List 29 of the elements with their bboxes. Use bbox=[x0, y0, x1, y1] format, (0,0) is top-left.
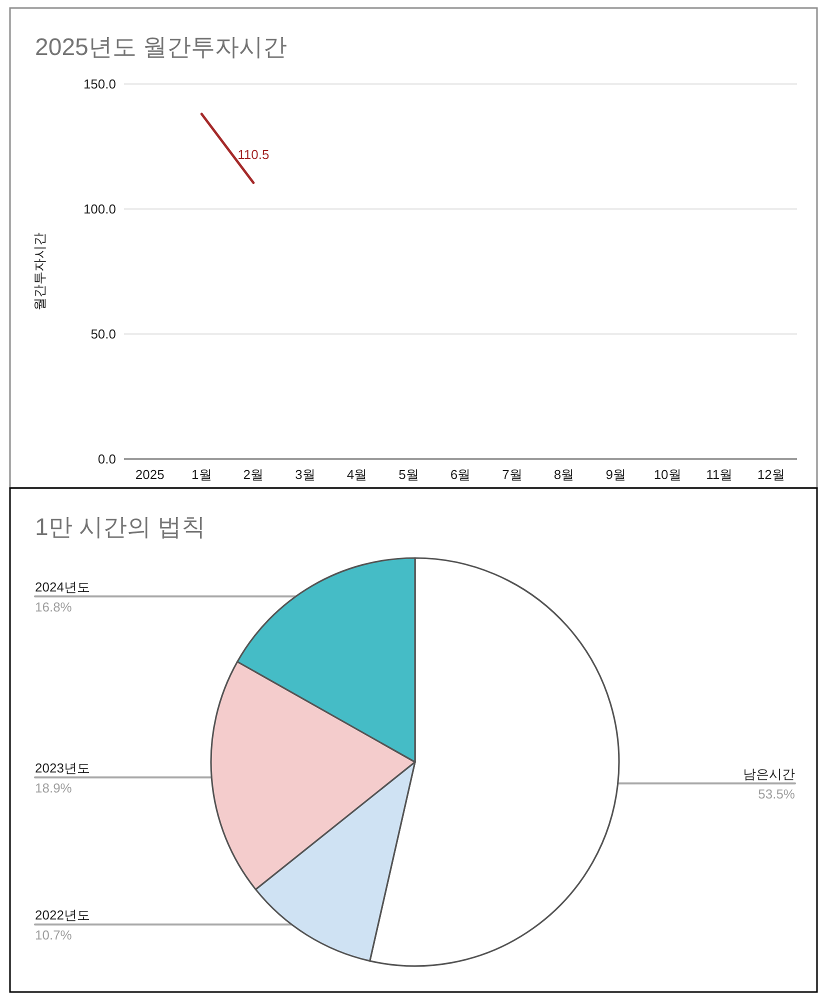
x-tick-label: 2025 bbox=[135, 467, 164, 482]
x-tick-label: 1월 bbox=[192, 467, 212, 482]
slice-label: 남은시간 bbox=[743, 766, 795, 782]
x-tick-label: 8월 bbox=[554, 467, 574, 482]
slice-label: 2022년도 bbox=[35, 907, 90, 922]
x-tick-label: 2월 bbox=[243, 467, 264, 482]
slice-label: 2024년도 bbox=[35, 579, 90, 594]
slice-label: 2023년도 bbox=[35, 760, 90, 776]
y-tick-label: 0.0 bbox=[98, 452, 116, 466]
y-tick-label: 50.0 bbox=[90, 326, 116, 342]
x-tick-label: 3월 bbox=[295, 467, 316, 482]
x-tick-label: 11월 bbox=[706, 467, 733, 482]
chart-title: 2025년도 월간투자시간 bbox=[35, 34, 288, 61]
y-tick-label: 100.0 bbox=[83, 202, 116, 216]
data-label: 110.5 bbox=[238, 146, 270, 162]
x-tick-label: 12월 bbox=[757, 467, 785, 482]
x-tick-label: 7월 bbox=[502, 467, 522, 482]
x-tick-label: 5월 bbox=[398, 467, 419, 482]
y-axis-title: 월간투자시간 bbox=[32, 232, 47, 310]
data-label: 16.8% bbox=[35, 599, 72, 614]
data-label: 10.7% bbox=[35, 927, 72, 942]
y-tick-label: 150.0 bbox=[83, 76, 116, 92]
x-tick-label: 4월 bbox=[346, 467, 368, 482]
data-label: 53.5% bbox=[758, 786, 796, 802]
x-tick-label: 10월 bbox=[654, 467, 682, 482]
x-tick-label: 9월 bbox=[606, 467, 626, 482]
x-tick-label: 6월 bbox=[450, 467, 471, 482]
data-label: 18.9% bbox=[35, 780, 72, 796]
chart-title: 1만 시간의 법칙 bbox=[35, 514, 206, 541]
